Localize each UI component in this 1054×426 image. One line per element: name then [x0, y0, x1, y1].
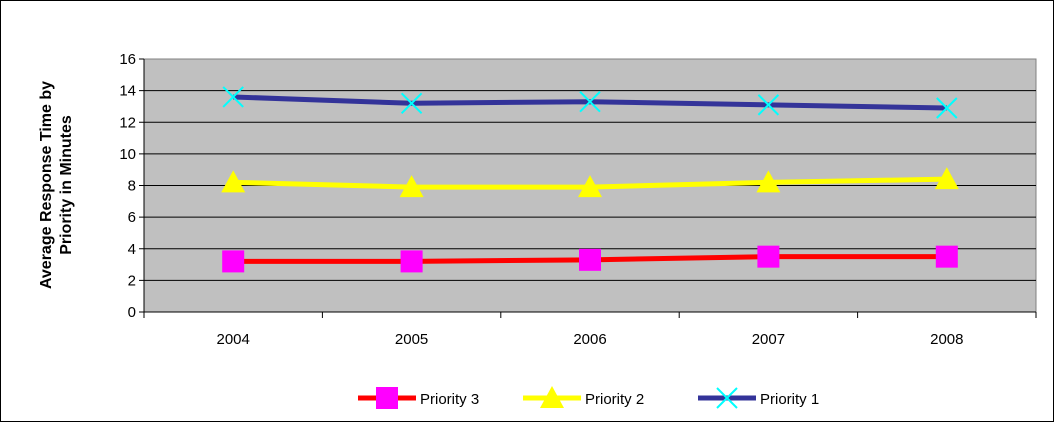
y-axis-title-line-1: Average Response Time by — [38, 81, 55, 289]
legend-marker-priority-3 — [376, 387, 398, 409]
point-priority-2-2005 — [399, 175, 424, 198]
y-tick-label-10: 10 — [119, 146, 136, 163]
y-tick-label-8: 8 — [128, 178, 136, 195]
y-axis-title-line-2: Priority in Minutes — [58, 115, 75, 255]
legend-label-priority-2: Priority 2 — [585, 391, 644, 408]
x-tick-label-2008: 2008 — [930, 331, 963, 348]
x-tick-label-2004: 2004 — [217, 331, 250, 348]
point-priority-2-2007 — [756, 170, 781, 193]
point-priority-3-2005 — [400, 250, 423, 273]
point-priority-1-2005 — [400, 92, 423, 114]
point-priority-3-2007 — [757, 245, 780, 268]
point-priority-3-2008 — [935, 245, 958, 268]
legend: Priority 3 Priority 2 Priority 1 — [358, 386, 819, 409]
y-tick-label-12: 12 — [119, 114, 136, 131]
point-priority-3-2004 — [222, 250, 245, 273]
legend-marker-priority-2 — [540, 386, 564, 408]
legend-label-priority-1: Priority 1 — [760, 391, 819, 408]
point-priority-1-2004 — [222, 86, 244, 108]
point-priority-2-2004 — [221, 170, 246, 193]
gridlines — [144, 90, 1036, 281]
point-priority-2-2008 — [934, 167, 959, 190]
x-tick-label-2005: 2005 — [395, 331, 428, 348]
legend-label-priority-3: Priority 3 — [420, 391, 479, 408]
point-priority-3-2006 — [579, 248, 601, 271]
y-tick-label-4: 4 — [128, 241, 136, 258]
point-priority-1-2007 — [757, 94, 780, 116]
axes: 0 2 4 6 8 10 12 14 16 2004 2005 2006 2007 2008 — [119, 51, 1037, 348]
series-markers — [221, 86, 959, 273]
y-tick-label-0: 0 — [128, 304, 136, 321]
y-tick-label-16: 16 — [119, 51, 136, 68]
x-tick-label-2006: 2006 — [573, 331, 606, 348]
point-priority-1-2008 — [936, 97, 958, 119]
y-tick-label-6: 6 — [128, 209, 136, 226]
legend-marker-priority-1 — [716, 387, 738, 409]
y-tick-label-14: 14 — [119, 83, 136, 100]
x-tick-label-2007: 2007 — [752, 331, 785, 348]
point-priority-2-2006 — [578, 175, 602, 198]
y-tick-label-2: 2 — [128, 272, 136, 289]
point-priority-1-2006 — [579, 90, 601, 113]
